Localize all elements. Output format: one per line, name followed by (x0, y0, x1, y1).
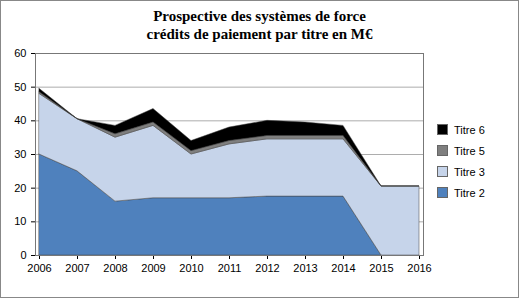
svg-text:40: 40 (14, 114, 26, 126)
html-text:crédits de paiement par titre: crédits de paiement par titre en M€ (146, 26, 373, 42)
svg-text:10: 10 (14, 215, 26, 227)
svg-text:60: 60 (14, 47, 26, 59)
svg-text:50: 50 (14, 81, 26, 93)
svg-text:2015: 2015 (369, 262, 393, 274)
svg-text:20: 20 (14, 182, 26, 194)
html-text:Titre 3: Titre 3 (454, 165, 485, 178)
svg-text:2006: 2006 (27, 262, 51, 274)
html-text:Titre 5: Titre 5 (454, 144, 485, 157)
svg-text:2014: 2014 (331, 262, 355, 274)
html-text:Titre 2: Titre 2 (454, 186, 485, 199)
svg-text:2007: 2007 (65, 262, 89, 274)
svg-text:2016: 2016 (407, 262, 431, 274)
html-text:Titre 6: Titre 6 (454, 123, 485, 136)
svg-text:2011: 2011 (218, 262, 242, 274)
svg-text:2010: 2010 (179, 262, 203, 274)
svg-text:2009: 2009 (141, 262, 165, 274)
svg-text:0: 0 (20, 249, 26, 261)
svg-text:2012: 2012 (255, 262, 279, 274)
svg-text:2008: 2008 (103, 262, 127, 274)
html-text:Prospective des systèmes de fo: Prospective des systèmes de force (153, 8, 366, 24)
svg-text:30: 30 (14, 148, 26, 160)
svg-text:2013: 2013 (293, 262, 317, 274)
